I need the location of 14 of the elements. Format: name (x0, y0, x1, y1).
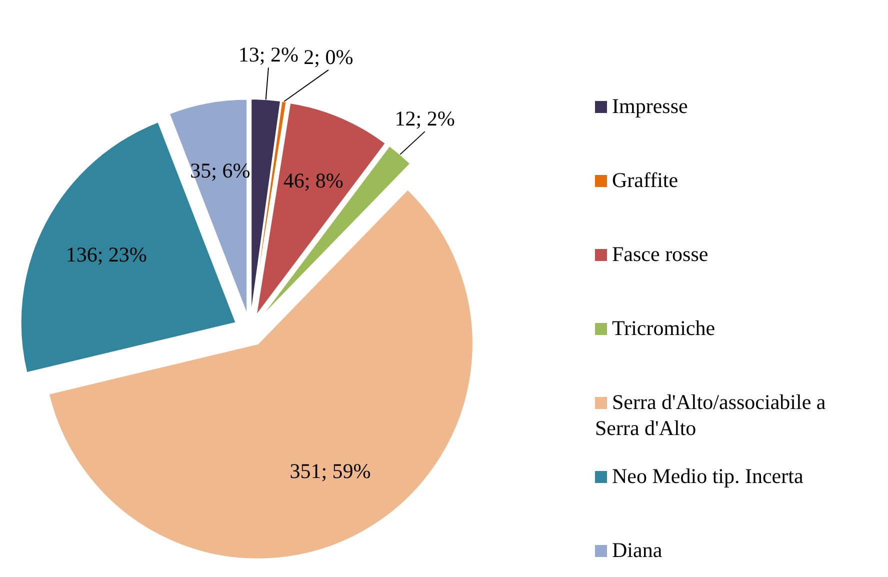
data-label: 351; 59% (290, 458, 371, 483)
legend-label: Impresse (612, 94, 688, 118)
legend-label: Tricromiche (612, 316, 716, 340)
data-label: 35; 6% (190, 158, 250, 183)
legend-label: Fasce rosse (612, 242, 708, 266)
data-label: 13; 2% (238, 42, 298, 67)
legend-label: Neo Medio tip. Incerta (612, 464, 804, 488)
data-label: 12; 2% (394, 106, 455, 131)
legend-label: Serra d'Alto/associabile a Serra d'Alto (595, 390, 826, 440)
legend-label: Graffite (612, 168, 678, 192)
data-label: 46; 8% (283, 168, 344, 193)
data-label: 2; 0% (304, 44, 354, 69)
legend-label: Diana (612, 538, 663, 562)
data-label: 136; 23% (66, 242, 147, 267)
